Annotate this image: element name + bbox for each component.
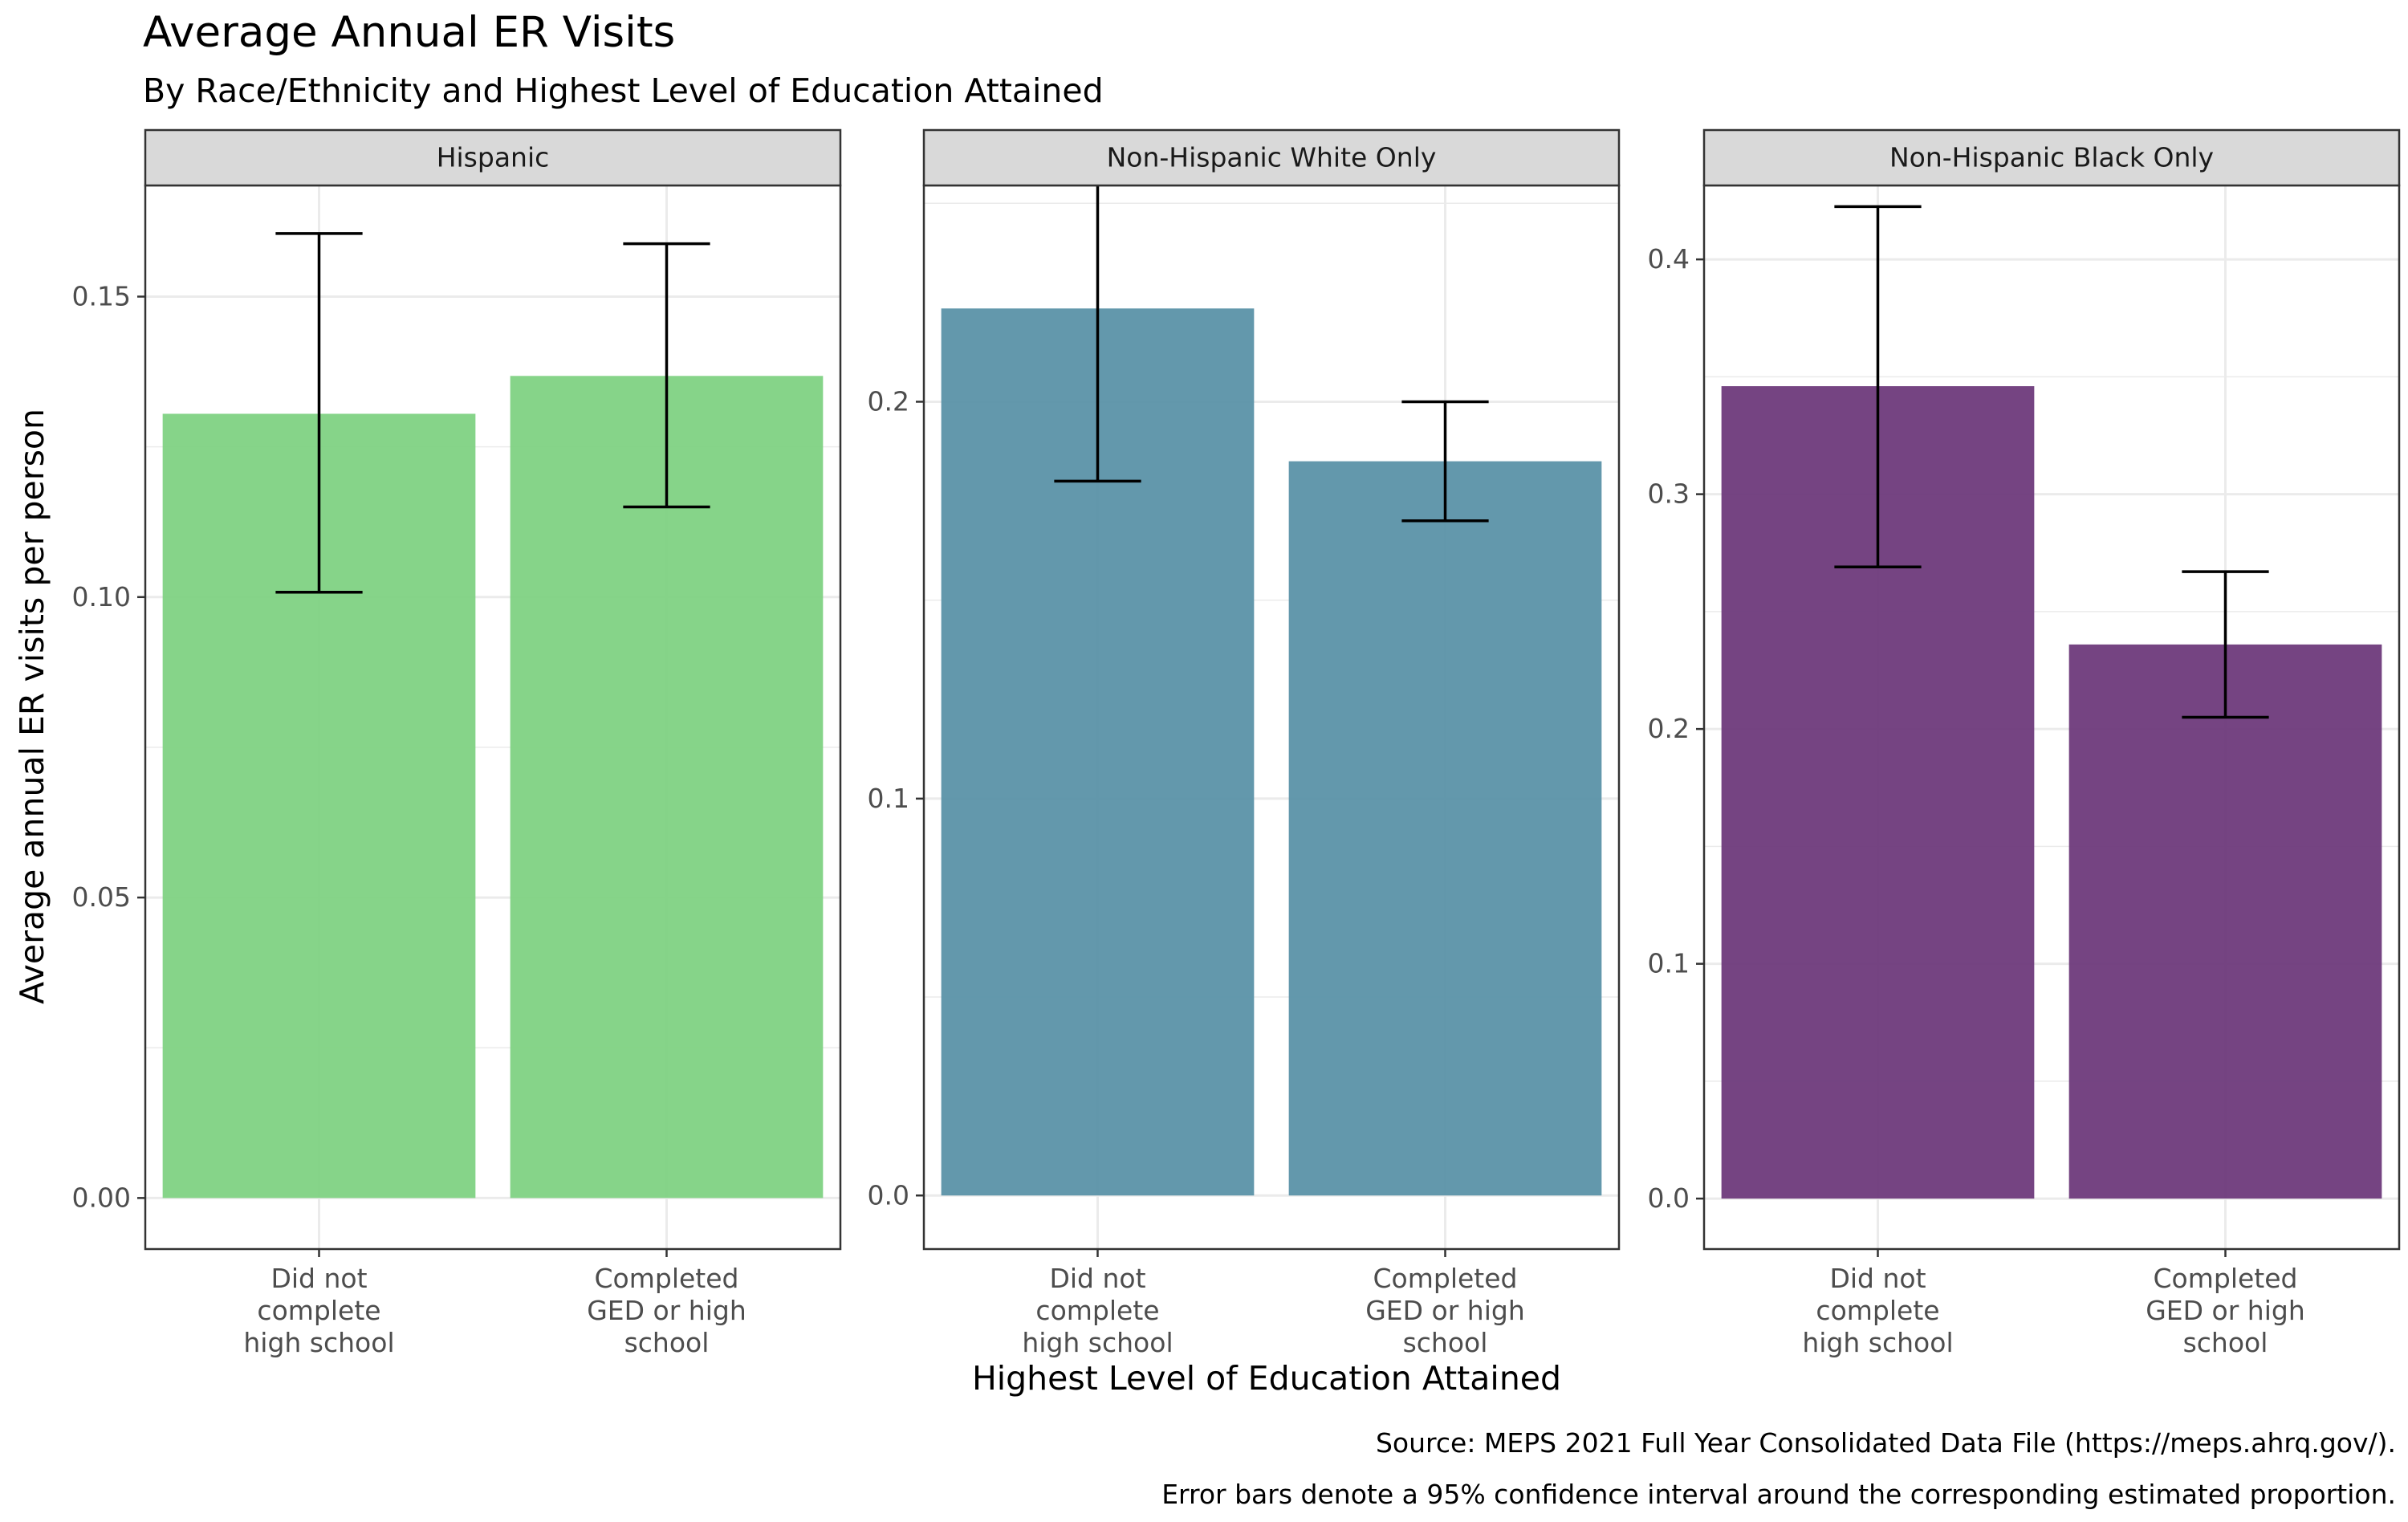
chart-title: Average Annual ER Visits: [143, 8, 675, 57]
error-bar-2: [623, 242, 710, 509]
y-tick-label: 0.00: [72, 1182, 131, 1213]
chart-subtitle: By Race/Ethnicity and Highest Level of E…: [143, 71, 1104, 110]
y-tick-label: 0.3: [1648, 478, 1690, 510]
y-tick-label: 0.2: [868, 385, 909, 417]
x-tick-label: Completed GED or high school: [587, 1263, 746, 1358]
facet-label: Non-Hispanic White Only: [1107, 142, 1437, 173]
y-tick-label: 0.2: [1648, 713, 1690, 744]
panel-non-hispanic-black-only: Non-Hispanic Black Only 0.0 0.1 0.2 0.3 0.4 Di…: [1648, 128, 2401, 1358]
error-bar-2: [1401, 400, 1489, 523]
y-tick-label: 0.0: [1648, 1182, 1690, 1214]
y-tick-label: 0.1: [868, 783, 909, 814]
y-tick-label: 0.10: [72, 581, 131, 612]
y-tick-label: 0.4: [1648, 243, 1690, 275]
facet-panels: Hispanic 0.00 0.05 0.10 0.15 Did not complete h…: [72, 128, 2401, 1358]
x-tick-label: Did not complete high school: [243, 1263, 394, 1358]
bar-2: [510, 376, 824, 1198]
facet-strip: [144, 128, 842, 187]
facet-strip: [922, 128, 1621, 187]
panel-hispanic: Hispanic 0.00 0.05 0.10 0.15 Did not complete h…: [72, 128, 842, 1358]
source-caption: Source: MEPS 2021 Full Year Consolidated…: [1376, 1427, 2396, 1459]
error-bar-caption: Error bars denote a 95% confidence inter…: [1161, 1479, 2396, 1510]
y-tick-label: 0.1: [1648, 948, 1690, 979]
x-axis-label: Highest Level of Education Attained: [972, 1359, 1561, 1398]
x-tick-label: Did not complete high school: [1802, 1263, 1953, 1358]
error-bar-1: [1834, 205, 1922, 569]
facet-label: Hispanic: [437, 142, 550, 173]
error-bar-1: [275, 232, 363, 594]
x-tick-label: Completed GED or high school: [1365, 1263, 1525, 1358]
bar-2: [1288, 461, 1602, 1196]
x-tick-label: Did not complete high school: [1022, 1263, 1173, 1358]
x-tick-label: Completed GED or high school: [2146, 1263, 2305, 1358]
facet-label: Non-Hispanic Black Only: [1889, 142, 2214, 173]
bar-2: [2068, 644, 2382, 1199]
y-tick-label: 0.0: [868, 1179, 909, 1211]
y-axis-label: Average annual ER visits per person: [13, 409, 51, 1004]
facet-strip: [1702, 128, 2401, 187]
panel-non-hispanic-white-only: Non-Hispanic White Only 0.0 0.1 0.2 Did not c…: [868, 128, 1621, 1358]
error-bar-2: [2182, 570, 2269, 719]
y-tick-label: 0.15: [72, 280, 131, 311]
y-tick-label: 0.05: [72, 881, 131, 913]
